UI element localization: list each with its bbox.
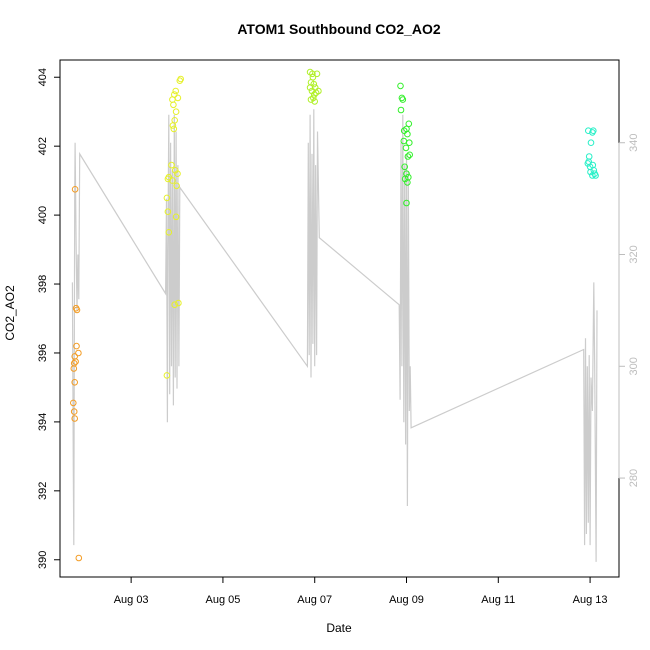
x-axis: Aug 03 Aug 05 Aug 07 Aug 09 Aug 11 Aug 13 — [114, 576, 608, 606]
x-tick-label: Aug 11 — [481, 594, 515, 606]
data-point-s1-5 — [165, 229, 173, 236]
y-right-tick-label: 280 — [628, 469, 640, 487]
data-point-s0-7 — [73, 342, 80, 350]
data-point-s1-8 — [172, 87, 179, 95]
data-point-s1-16 — [170, 125, 178, 133]
data-point-s3-11 — [406, 151, 414, 159]
data-point-s1-18 — [174, 170, 181, 177]
data-point-s1-11 — [176, 77, 184, 84]
data-point-s0-13 — [75, 554, 83, 562]
data-point-s2-4 — [310, 80, 318, 88]
data-point-s3-12 — [404, 153, 412, 160]
data-point-s3-10 — [402, 144, 410, 152]
data-point-s2-1 — [309, 70, 316, 78]
x-tick-label: Aug 07 — [297, 594, 332, 606]
y-tick-label: 394 — [37, 413, 49, 431]
data-point-s0-12 — [71, 415, 78, 422]
data-point-s3-0 — [397, 82, 404, 90]
data-point-s1-9 — [174, 94, 182, 102]
y-tick-label: 398 — [37, 275, 49, 293]
points-layer — [70, 68, 599, 562]
data-point-s2-2 — [313, 70, 321, 78]
secondary-series-line — [71, 109, 598, 562]
data-point-s0-8 — [70, 365, 78, 372]
data-point-s2-7 — [311, 91, 318, 98]
y-tick-label: 400 — [37, 206, 49, 224]
data-point-s4-13 — [587, 168, 594, 176]
data-point-s2-13 — [311, 84, 319, 91]
secondary-line-layer — [71, 109, 598, 562]
y-right-tick-label: 320 — [628, 245, 640, 263]
data-point-s1-7 — [171, 91, 178, 98]
data-point-s0-0 — [71, 186, 79, 193]
y-tick-label: 404 — [37, 68, 49, 86]
data-point-s1-13 — [172, 108, 180, 115]
data-point-s1-23 — [171, 301, 178, 309]
data-point-s0-2 — [73, 306, 81, 314]
plot-frame — [59, 59, 620, 578]
data-point-s4-2 — [590, 127, 597, 134]
data-point-s2-11 — [311, 98, 319, 105]
y-tick-label: 390 — [37, 551, 49, 569]
data-point-s2-12 — [307, 96, 315, 103]
data-point-s3-9 — [406, 139, 413, 146]
x-tick-label: Aug 05 — [205, 594, 240, 606]
data-point-s1-12 — [170, 101, 177, 109]
data-point-s1-3 — [163, 194, 171, 202]
data-point-s3-8 — [400, 137, 408, 145]
data-point-s2-5 — [306, 84, 314, 91]
y-axis-right: 280 300 320 340 — [618, 134, 640, 487]
data-point-s3-13 — [401, 163, 409, 171]
data-point-s1-22 — [175, 299, 182, 307]
y-tick-label: 396 — [37, 344, 49, 362]
data-point-s1-20 — [168, 161, 175, 169]
y-tick-label: 392 — [37, 482, 49, 500]
y-tick-label: 402 — [37, 137, 49, 155]
x-axis-label: Date — [326, 621, 352, 635]
data-point-s3-3 — [397, 106, 405, 114]
data-point-s3-2 — [399, 96, 407, 103]
data-point-s0-10 — [70, 399, 77, 407]
data-point-s1-19 — [169, 177, 176, 184]
data-point-s3-7 — [404, 130, 411, 138]
y-right-tick-label: 340 — [628, 134, 640, 152]
data-point-s1-24 — [172, 213, 180, 221]
x-tick-label: Aug 13 — [573, 594, 608, 606]
y-right-tick-label: 300 — [628, 357, 640, 375]
data-point-s3-17 — [404, 179, 411, 186]
y-axis: 390 392 394 396 398 400 402 404 — [37, 68, 61, 569]
data-point-s1-15 — [171, 117, 178, 124]
data-point-s4-11 — [585, 158, 593, 165]
data-point-s3-18 — [403, 199, 410, 207]
data-point-s2-14 — [309, 73, 317, 81]
data-point-s0-5 — [72, 358, 79, 365]
data-point-s4-3 — [587, 139, 595, 146]
data-point-s1-0 — [163, 372, 171, 379]
x-tick-label: Aug 09 — [389, 594, 424, 606]
data-point-s0-11 — [70, 408, 78, 415]
data-point-s4-12 — [592, 172, 599, 179]
data-point-s4-10 — [589, 161, 597, 169]
data-point-s1-4 — [164, 208, 172, 215]
data-point-s1-2 — [165, 173, 173, 181]
data-point-s4-0 — [585, 127, 592, 134]
data-point-s0-9 — [71, 379, 78, 386]
x-tick-label: Aug 03 — [114, 594, 149, 606]
chart-title: ATOM1 Southbound CO2_AO2 — [237, 21, 440, 37]
data-point-s1-21 — [173, 182, 180, 190]
y-axis-label: CO2_AO2 — [3, 285, 17, 341]
data-point-s0-6 — [75, 349, 82, 357]
